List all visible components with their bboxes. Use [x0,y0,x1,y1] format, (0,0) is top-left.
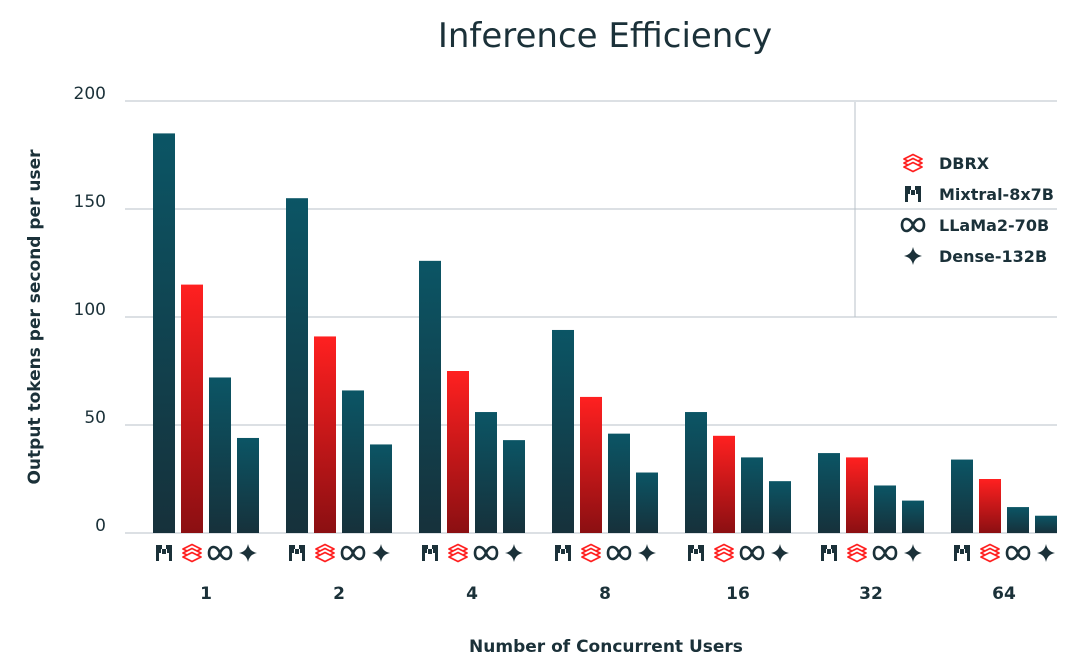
bars [153,133,1057,533]
category-label: 16 [726,584,750,604]
category-label: 64 [992,584,1016,604]
legend-item: DBRX [903,153,990,173]
category-label: 1 [200,584,212,604]
category-labels: 1 2 4 8 16 32 64 [200,584,1016,604]
legend: DBRX Mixtral-8x7B LLaMa2-70B Dense-132B [854,102,1054,317]
meta-icon [900,217,926,233]
bar-dbrx-4 [447,371,469,533]
bar-llama2-70b-4 [475,412,497,533]
mixtral-icon [156,545,172,561]
bar-dbrx-2 [314,336,336,533]
chart-title: Inference Efficiency [438,16,772,56]
bar-mixtral-8x7b-4 [419,260,441,533]
meta-icon [872,545,898,561]
sparkle-icon [372,544,390,562]
y-axis-label: Output tokens per second per user [25,149,45,485]
bar-mixtral-8x7b-8 [552,329,574,533]
sparkle-icon [239,544,257,562]
y-tick-label: 100 [74,300,106,320]
legend-label: LLaMa2-70B [939,216,1049,235]
legend-label: DBRX [939,154,990,173]
mixtral-icon [422,545,438,561]
dbrx-icon [847,543,867,563]
mixtral-icon [905,186,921,202]
sparkle-icon [505,544,523,562]
y-tick-label: 200 [74,84,106,104]
mixtral-icon [954,545,970,561]
mixtral-icon [821,545,837,561]
bar-llama2-70b-8 [608,433,630,533]
category-label: 32 [859,584,883,604]
sparkle-icon [904,544,922,562]
dbrx-icon [448,543,468,563]
category-label: 4 [466,584,478,604]
mixtral-icon [688,545,704,561]
dbrx-icon [714,543,734,563]
sparkle-icon [771,544,789,562]
meta-icon [473,545,499,561]
meta-icon [739,545,765,561]
bar-dbrx-8 [580,396,602,533]
x-axis-label: Number of Concurrent Users [469,637,743,657]
bar-mixtral-8x7b-2 [286,198,308,533]
bar-dense-132b-8 [636,472,658,533]
bar-llama2-70b-32 [874,485,896,533]
meta-icon [606,545,632,561]
dbrx-icon [980,543,1000,563]
sparkle-icon [904,247,922,265]
bar-dense-132b-4 [503,440,525,533]
legend-item: Mixtral-8x7B [905,185,1054,204]
bar-dbrx-1 [181,284,203,533]
y-tick-label: 0 [95,516,106,536]
dbrx-icon [315,543,335,563]
mixtral-icon [555,545,571,561]
bar-mixtral-8x7b-64 [951,459,973,533]
bar-dbrx-32 [846,457,868,533]
y-tick-labels: 0 50 100 150 200 [74,84,106,536]
bar-dense-132b-2 [370,444,392,533]
legend-item: LLaMa2-70B [900,216,1049,235]
bar-dbrx-64 [979,479,1001,533]
meta-icon [340,545,366,561]
legend-item: Dense-132B [904,247,1047,266]
bar-dense-132b-32 [902,500,924,533]
bar-llama2-70b-2 [342,390,364,533]
bar-llama2-70b-1 [209,377,231,533]
y-tick-label: 150 [74,192,106,212]
dbrx-icon [903,153,923,173]
dbrx-icon [182,543,202,563]
bar-dense-132b-64 [1035,515,1057,533]
sparkle-icon [1037,544,1055,562]
bar-mixtral-8x7b-16 [685,412,707,533]
category-label: 8 [599,584,611,604]
bar-dbrx-16 [713,435,735,533]
legend-label: Mixtral-8x7B [939,185,1054,204]
sparkle-icon [638,544,656,562]
bar-mixtral-8x7b-1 [153,133,175,533]
y-tick-label: 50 [84,408,106,428]
dbrx-icon [581,543,601,563]
bar-llama2-70b-64 [1007,507,1029,533]
bar-dense-132b-16 [769,481,791,533]
meta-icon [1005,545,1031,561]
bar-mixtral-8x7b-32 [818,453,840,533]
bar-llama2-70b-16 [741,457,763,533]
category-label: 2 [333,584,345,604]
meta-icon [207,545,233,561]
legend-label: Dense-132B [939,247,1047,266]
bar-dense-132b-1 [237,437,259,533]
bar-icons [156,543,1055,563]
mixtral-icon [289,545,305,561]
